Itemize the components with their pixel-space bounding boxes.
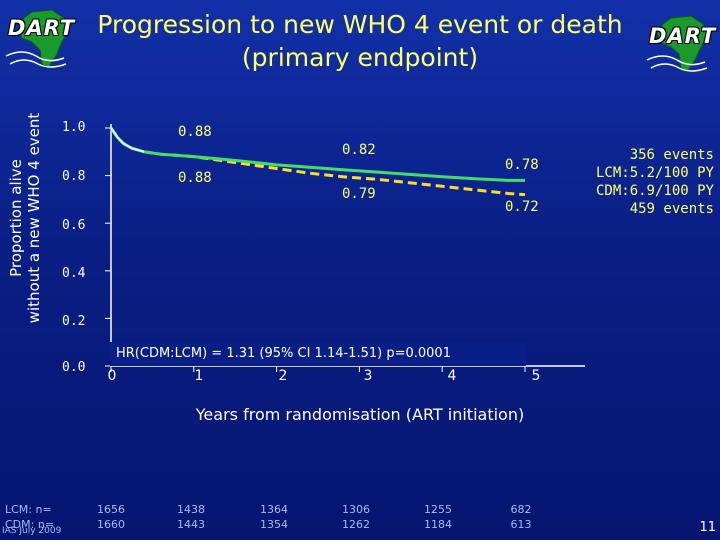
x-tick-label: 2 — [278, 368, 288, 384]
x-axis-label: Years from randomisation (ART initiation… — [195, 405, 525, 424]
risk-label-cdm: CDM: n= — [5, 518, 55, 531]
risk-lcm-year2: 1364 — [260, 503, 288, 516]
x-tick-label: 3 — [363, 368, 373, 384]
africa-map-icon — [5, 9, 69, 69]
risk-lcm-year3: 1306 — [342, 503, 370, 516]
x-tick-label: 0 — [107, 368, 117, 384]
x-tick-label: 5 — [531, 368, 541, 384]
annotation-lcm-year5: 0.78 — [505, 157, 539, 173]
y-tick-label: 0.0 — [62, 360, 86, 375]
series-line-lcm — [109, 127, 525, 182]
risk-lcm-year4: 1255 — [424, 503, 452, 516]
annotation-cdm-year3: 0.79 — [342, 186, 376, 202]
dart-logo-right: DART — [643, 14, 715, 76]
dart-logo-left: DART — [2, 6, 76, 76]
x-tick-label: 1 — [194, 368, 204, 384]
africa-map-icon — [646, 15, 708, 73]
y-tick-label: 0.6 — [62, 218, 86, 233]
risk-cdm-year0: 1660 — [97, 518, 125, 531]
annotation-lcm-year3: 0.82 — [342, 142, 376, 158]
events-cdm-count: 459 events — [629, 201, 714, 217]
risk-cdm-year1: 1443 — [177, 518, 205, 531]
events-lcm-count: 356 events — [629, 147, 714, 163]
y-tick-label: 1.0 — [62, 120, 86, 135]
conference-footer: IAS July 2009 — [2, 526, 62, 536]
title-line-1: Progression to new WHO 4 event or death — [97, 10, 623, 39]
logo-text: DART — [8, 16, 76, 40]
y-tick-label: 0.8 — [62, 169, 86, 184]
plot-curves — [109, 127, 526, 197]
risk-cdm-year3: 1262 — [342, 518, 370, 531]
risk-lcm-year1: 1438 — [177, 503, 205, 516]
y-tick-label: 0.4 — [62, 266, 86, 281]
plot-axes — [105, 124, 585, 372]
x-tick-label: 4 — [447, 368, 457, 384]
events-summary: 356 events LCM:5.2/100 PY CDM:6.9/100 PY… — [578, 146, 714, 218]
y-tick-label: 0.2 — [62, 314, 86, 329]
risk-lcm-year0: 1656 — [97, 503, 125, 516]
annotation-lcm-year1: 0.88 — [178, 124, 212, 140]
risk-cdm-year4: 1184 — [424, 518, 452, 531]
slide-number: 11 — [699, 520, 716, 535]
risk-lcm-year5: 682 — [510, 503, 532, 516]
slide-title: Progression to new WHO 4 event or death … — [90, 8, 630, 74]
risk-label-lcm: LCM: n= — [5, 503, 52, 516]
title-line-2: (primary endpoint) — [241, 43, 479, 72]
risk-cdm-year2: 1354 — [260, 518, 288, 531]
events-cdm-rate: CDM:6.9/100 PY — [595, 183, 714, 199]
events-lcm-rate: LCM:5.2/100 PY — [595, 165, 714, 181]
risk-cdm-year5: 613 — [510, 518, 532, 531]
series-line-start — [110, 127, 145, 153]
hazard-ratio-text: HR(CDM:LCM) = 1.31 (95% CI 1.14-1.51) p=… — [110, 342, 526, 366]
logo-text: DART — [649, 24, 717, 48]
series-line-cdm — [109, 127, 526, 197]
annotation-cdm-year1: 0.88 — [178, 170, 212, 186]
annotation-cdm-year5: 0.72 — [505, 199, 539, 215]
